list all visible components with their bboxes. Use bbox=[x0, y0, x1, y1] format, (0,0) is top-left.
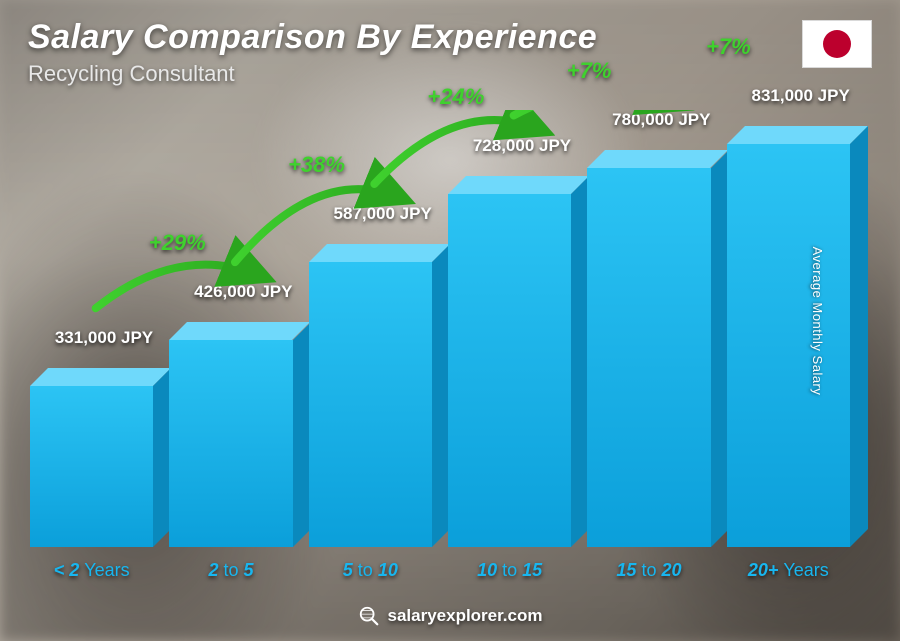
bar-side-face bbox=[850, 126, 868, 547]
bar: 728,000 JPY bbox=[448, 194, 571, 547]
x-axis-labels: < 2 Years 2 to 5 5 to 10 10 to 15 15 to 20 20… bbox=[30, 560, 850, 581]
increase-percent-label: +29% bbox=[149, 230, 206, 256]
bar-value-label: 426,000 JPY bbox=[157, 282, 330, 302]
bars-container: 331,000 JPY426,000 JPY587,000 JPY728,000… bbox=[30, 110, 850, 547]
bar-value-label: 831,000 JPY bbox=[714, 86, 887, 106]
footer: salaryexplorer.com bbox=[0, 605, 900, 627]
bar-value-label: 587,000 JPY bbox=[296, 204, 469, 224]
bar-front bbox=[727, 144, 850, 547]
bar-column: 831,000 JPY bbox=[727, 110, 850, 547]
bar-column: 780,000 JPY bbox=[587, 110, 710, 547]
header: Salary Comparison By Experience Recyclin… bbox=[28, 18, 872, 87]
x-axis-label: 5 to 10 bbox=[309, 560, 432, 581]
bar-value-label: 780,000 JPY bbox=[575, 110, 748, 130]
bar: 587,000 JPY bbox=[309, 262, 432, 547]
bar: 331,000 JPY bbox=[30, 386, 153, 547]
bar-top-face bbox=[309, 244, 450, 262]
increase-percent-label: +24% bbox=[427, 84, 484, 110]
bar-top-face bbox=[727, 126, 868, 144]
y-axis-label: Average Monthly Salary bbox=[810, 246, 825, 395]
bar-front bbox=[30, 386, 153, 547]
x-axis-label: 2 to 5 bbox=[169, 560, 292, 581]
chart-title: Salary Comparison By Experience bbox=[28, 18, 872, 57]
x-axis-label: 15 to 20 bbox=[587, 560, 710, 581]
bar-top-face bbox=[30, 368, 171, 386]
bar-chart: 331,000 JPY426,000 JPY587,000 JPY728,000… bbox=[30, 110, 850, 581]
bar-column: 426,000 JPY bbox=[169, 110, 292, 547]
bar-top-face bbox=[448, 176, 589, 194]
bar: 831,000 JPY bbox=[727, 144, 850, 547]
x-axis-label: 20+ Years bbox=[727, 560, 850, 581]
bar-front bbox=[309, 262, 432, 547]
bar-front bbox=[448, 194, 571, 547]
bar: 426,000 JPY bbox=[169, 340, 292, 547]
increase-percent-label: +38% bbox=[288, 152, 345, 178]
bar: 780,000 JPY bbox=[587, 168, 710, 547]
bar-top-face bbox=[587, 150, 728, 168]
bar-value-label: 728,000 JPY bbox=[436, 136, 609, 156]
bar-front bbox=[169, 340, 292, 547]
bar-value-label: 331,000 JPY bbox=[18, 328, 191, 348]
x-axis-label: 10 to 15 bbox=[448, 560, 571, 581]
globe-search-icon bbox=[358, 605, 380, 627]
bar-column: 331,000 JPY bbox=[30, 110, 153, 547]
chart-subtitle: Recycling Consultant bbox=[28, 61, 872, 87]
x-axis-label: < 2 Years bbox=[30, 560, 153, 581]
country-flag-japan bbox=[802, 20, 872, 68]
footer-text: salaryexplorer.com bbox=[388, 606, 543, 626]
flag-circle-icon bbox=[823, 30, 851, 58]
bar-front bbox=[587, 168, 710, 547]
bar-top-face bbox=[169, 322, 310, 340]
bar-column: 728,000 JPY bbox=[448, 110, 571, 547]
